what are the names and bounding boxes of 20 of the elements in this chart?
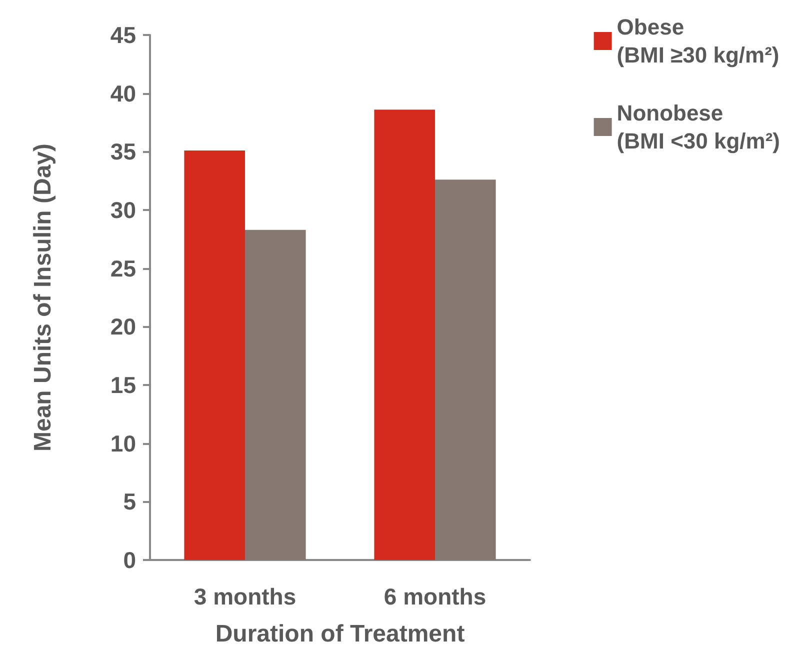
legend-label: Nonobese (BMI <30 kg/m²) [616, 100, 780, 154]
bar [374, 110, 435, 560]
y-tick-label: 10 [110, 430, 136, 456]
y-tick-label: 15 [110, 372, 136, 398]
bar [435, 180, 496, 560]
y-tick-label: 35 [110, 138, 136, 165]
y-axis-title: Mean Units of Insulin (Day) [30, 143, 56, 452]
x-tick-label: 3 months [194, 584, 296, 610]
y-tick-label: 45 [110, 22, 136, 48]
bar [184, 150, 245, 560]
legend-label: Obese (BMI ≥30 kg/m²) [616, 14, 780, 68]
y-tick-label: 0 [123, 547, 136, 573]
x-tick-label: 6 months [384, 584, 486, 610]
bar [245, 230, 306, 560]
y-tick-label: 25 [110, 255, 136, 282]
y-tick-label: 40 [110, 80, 136, 106]
x-axis-title: Duration of Treatment [215, 620, 465, 648]
y-tick-label: 30 [110, 197, 136, 223]
y-tick-label: 5 [123, 488, 136, 515]
y-tick-label: 20 [110, 314, 136, 340]
